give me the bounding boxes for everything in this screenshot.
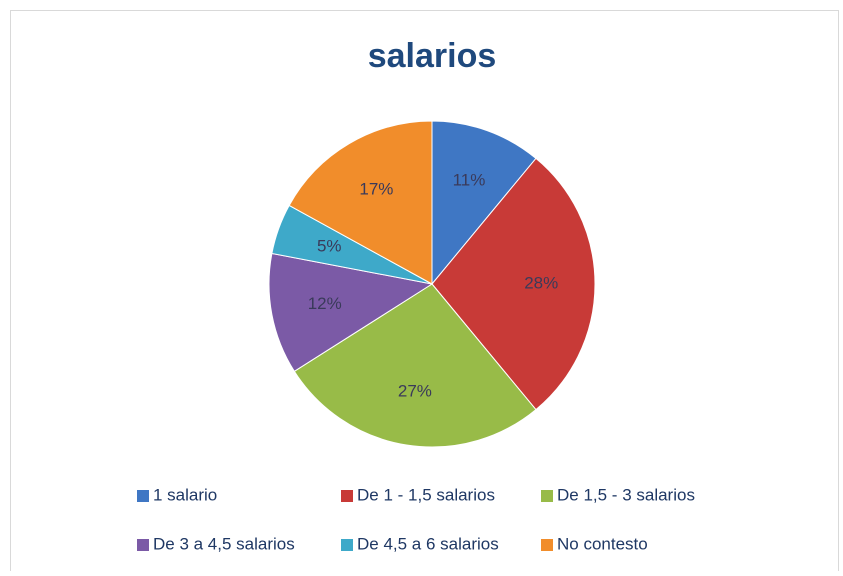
pie-slice	[431, 157, 596, 411]
data-label: 17%	[359, 179, 393, 198]
pie-slice	[268, 252, 434, 373]
legend-swatch	[137, 490, 149, 502]
pie-slice	[431, 120, 537, 286]
legend-swatch	[541, 490, 553, 502]
pie-slice	[288, 120, 433, 285]
legend-label: De 3 a 4,5 salarios	[153, 534, 295, 553]
legend-label: De 1,5 - 3 salarios	[557, 485, 695, 504]
legend-label: No contesto	[557, 534, 648, 553]
legend-label: De 4,5 a 6 salarios	[357, 534, 499, 553]
legend-swatch	[541, 539, 553, 551]
data-label: 11%	[453, 171, 486, 190]
chart-title: salarios	[368, 37, 497, 75]
legend-label: 1 salario	[153, 485, 217, 504]
legend-swatch	[137, 539, 149, 551]
pie-slice	[293, 283, 537, 448]
data-label: 27%	[398, 381, 432, 400]
legend-label: De 1 - 1,5 salarios	[357, 485, 495, 504]
data-label: 5%	[317, 236, 342, 255]
data-label: 28%	[524, 273, 558, 292]
legend-swatch	[341, 539, 353, 551]
data-label: 12%	[308, 294, 342, 313]
legend-swatch	[341, 490, 353, 502]
